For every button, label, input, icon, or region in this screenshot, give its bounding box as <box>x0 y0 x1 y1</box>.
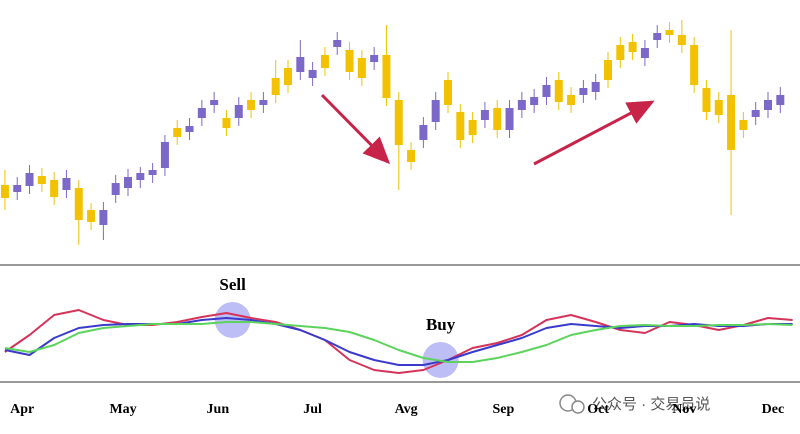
trend-arrow <box>533 100 655 166</box>
annotation-label: Sell <box>219 275 246 294</box>
x-tick-label: Oct <box>587 402 609 417</box>
x-tick-label: Nov <box>672 402 696 417</box>
candle-body <box>714 100 723 115</box>
candle-body <box>444 80 452 105</box>
candle-body <box>665 30 674 35</box>
candle-body <box>320 55 329 68</box>
candle-body <box>136 173 145 180</box>
candle-body <box>616 45 625 60</box>
candle-body <box>210 100 219 105</box>
candle-body <box>222 118 231 128</box>
candle-body <box>357 58 366 78</box>
x-tick-label: Avg <box>395 402 418 417</box>
candle-body <box>296 57 305 72</box>
candle-body <box>456 112 465 140</box>
annotation-label: Buy <box>426 315 456 334</box>
candle-body <box>591 82 600 92</box>
x-tick-label: May <box>109 402 136 417</box>
candle-body <box>259 100 268 105</box>
annotation-marker <box>214 302 251 338</box>
candle-body <box>751 110 760 117</box>
candle-body <box>345 50 354 72</box>
candle-body <box>554 80 563 102</box>
candle-body <box>567 95 576 105</box>
candle-body <box>468 120 477 135</box>
trend-arrow <box>320 93 391 165</box>
candle-body <box>419 125 428 140</box>
candle-body <box>677 35 686 45</box>
indicator-line <box>4 321 793 363</box>
candle-body <box>25 173 34 186</box>
candle-body <box>74 188 83 220</box>
candle-body <box>234 105 243 118</box>
candle-body <box>394 100 403 145</box>
candle-body <box>739 120 748 130</box>
candle-body <box>579 88 588 95</box>
x-tick-label: Jun <box>207 402 230 417</box>
candle-body <box>640 48 649 58</box>
candle-body <box>382 55 391 98</box>
candle-body <box>628 42 637 52</box>
candle-body <box>542 85 551 97</box>
candle-body <box>702 88 711 112</box>
candle-body <box>370 55 379 62</box>
candle-body <box>124 177 132 188</box>
candle-body <box>653 33 662 40</box>
candle-body <box>604 60 612 80</box>
candle-body <box>13 185 22 192</box>
candle-body <box>0 185 9 198</box>
candle-body <box>308 70 317 78</box>
candle-body <box>271 78 280 95</box>
candle-body <box>160 142 169 168</box>
candle-body <box>247 100 256 110</box>
candle-body <box>517 100 526 110</box>
candle-body <box>173 128 182 137</box>
candle-body <box>493 108 502 130</box>
candle-body <box>284 68 292 85</box>
x-tick-label: Dec <box>762 402 785 417</box>
candle-body <box>87 210 96 222</box>
candle-body <box>727 95 736 150</box>
x-tick-label: Jul <box>303 402 322 417</box>
candle-body <box>185 126 194 132</box>
candle-body <box>333 40 342 47</box>
candle-body <box>776 95 785 105</box>
source-icon <box>559 394 585 414</box>
x-tick-label: Sep <box>492 402 514 417</box>
candle-body <box>148 170 157 175</box>
candle-body <box>530 97 539 105</box>
candle-body <box>480 110 489 120</box>
candle-body <box>62 178 71 190</box>
candle-body <box>99 210 108 225</box>
candle-body <box>37 176 46 184</box>
candle-body <box>431 100 440 122</box>
candle-body <box>690 45 699 85</box>
x-tick-label: Apr <box>10 402 34 417</box>
candle-body <box>505 108 514 130</box>
candle-body <box>50 180 59 197</box>
candle-body <box>407 150 416 162</box>
candle-body <box>111 183 120 195</box>
candle-body <box>197 108 206 118</box>
indicator-line <box>4 309 793 374</box>
source: 公众号 · 交易员说 <box>592 395 710 413</box>
candle-body <box>764 100 772 110</box>
